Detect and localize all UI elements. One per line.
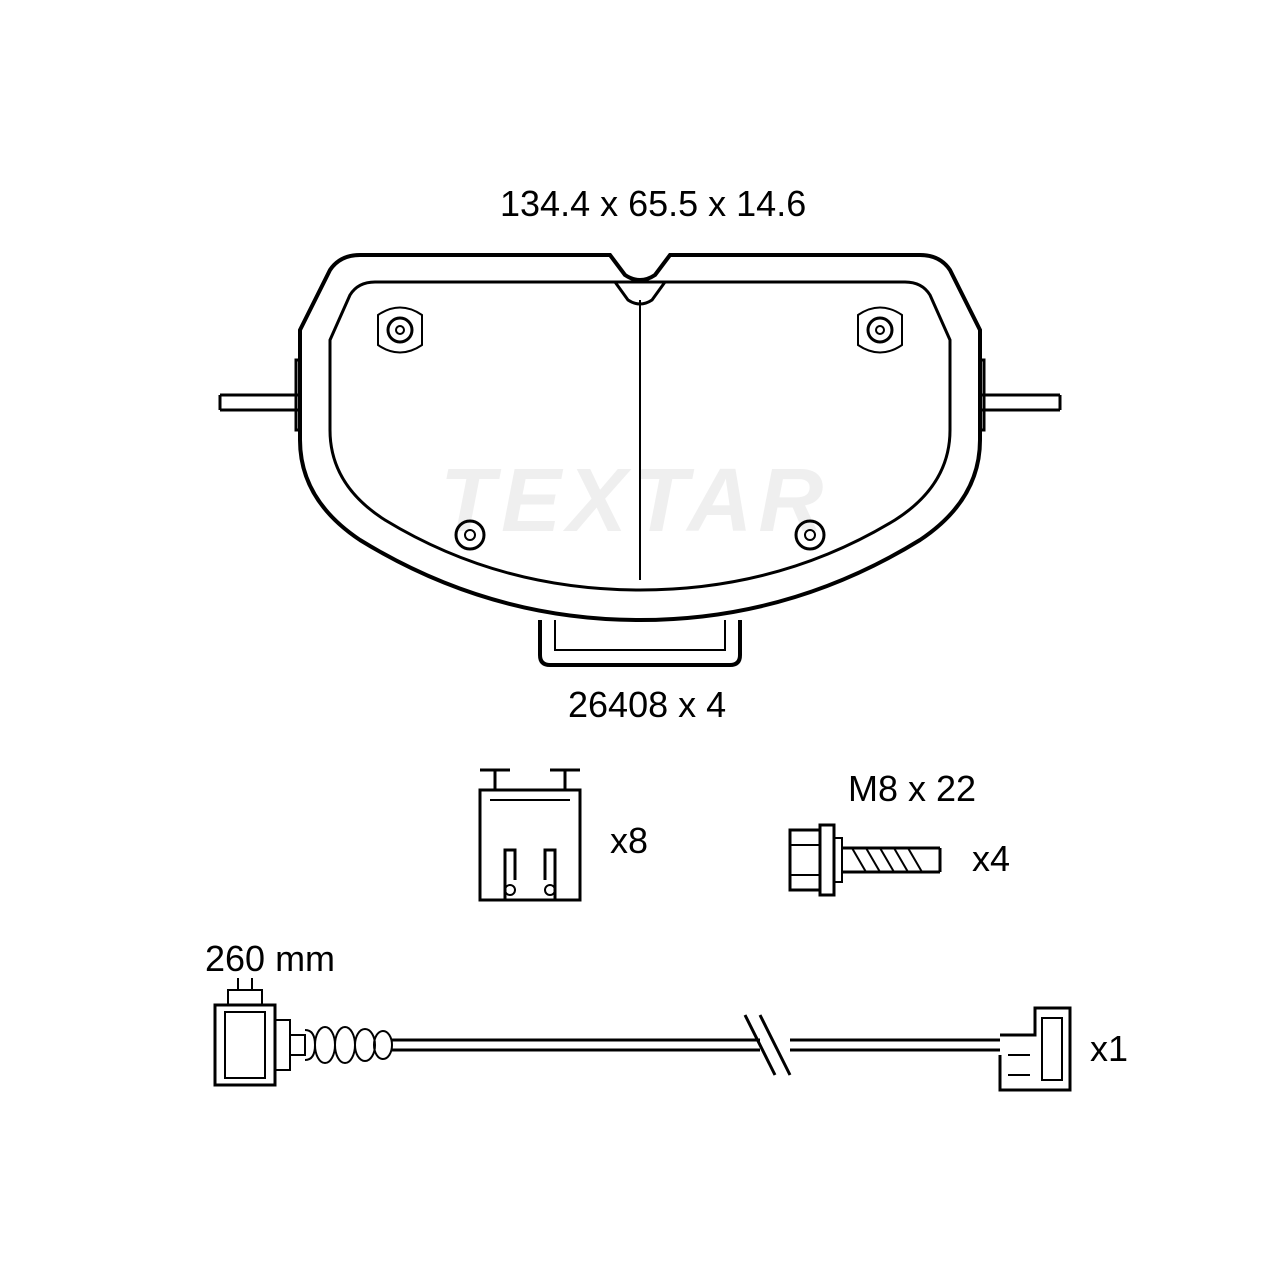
bolt-qty-label: x4 [972,838,1010,880]
technical-diagram: 134.4 x 65.5 x 14.6 26408 x 4 x8 M8 x 22… [0,0,1280,1280]
brake-pad [220,255,1060,665]
sensor-length-label: 260 mm [205,938,335,980]
wear-sensor [215,978,1070,1090]
sensor-qty-label: x1 [1090,1028,1128,1070]
bolt-icon [790,825,940,895]
clip-qty-label: x8 [610,820,648,862]
pad-dimensions-label: 134.4 x 65.5 x 14.6 [500,183,806,225]
bolt-size-label: M8 x 22 [848,768,976,810]
pad-part-label: 26408 x 4 [568,684,726,726]
clip-icon [480,770,580,900]
